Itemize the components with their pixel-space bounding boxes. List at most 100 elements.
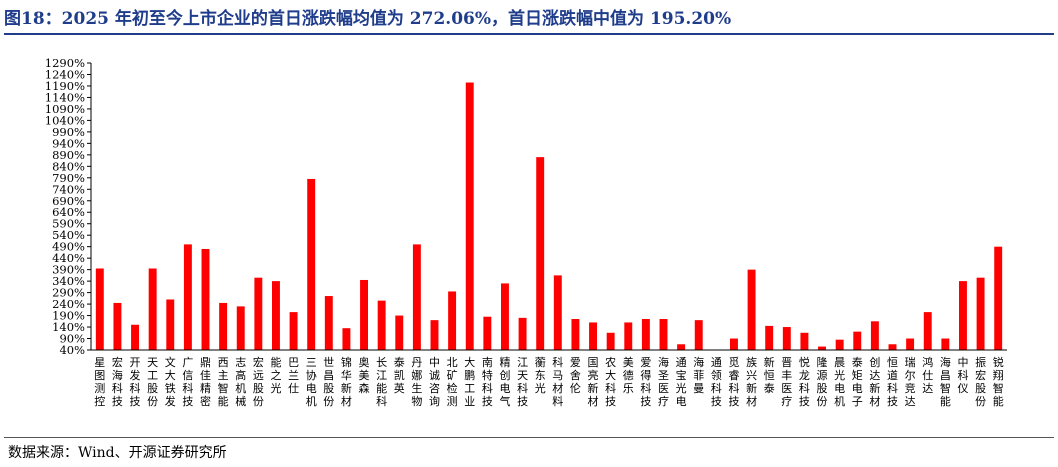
- bar: [694, 320, 703, 350]
- bar: [870, 321, 879, 350]
- x-tick-label: 觅睿科技: [728, 356, 739, 408]
- bar: [166, 299, 175, 350]
- x-tick-label: 海菲曼: [693, 355, 704, 395]
- bar: [589, 322, 598, 350]
- bar: [606, 332, 615, 350]
- bar: [113, 302, 122, 350]
- x-tick-label: 新恒泰: [764, 355, 775, 395]
- y-tick-label: 690%: [52, 194, 85, 208]
- bar: [765, 325, 774, 350]
- x-tick-label: 广信科技: [182, 356, 193, 408]
- y-tick-label: 340%: [52, 274, 85, 288]
- x-tick-label: 能之光: [270, 355, 281, 395]
- bar: [430, 320, 439, 350]
- x-tick-label: 锐翔智能: [993, 355, 1004, 408]
- x-tick-label: 鸿仕达: [922, 355, 933, 395]
- bar: [659, 319, 668, 350]
- bar: [377, 300, 386, 350]
- x-tick-label: 中科仪: [957, 356, 968, 395]
- bar: [677, 344, 686, 350]
- y-tick-label: 540%: [52, 228, 85, 242]
- bar: [553, 275, 562, 350]
- bar: [518, 317, 527, 350]
- x-tick-label: 奥美森: [359, 355, 370, 395]
- bar: [782, 327, 791, 350]
- bar: [201, 248, 210, 350]
- bar: [183, 244, 192, 350]
- x-tick-label: 江天科技: [517, 356, 528, 408]
- x-tick-label: 开发科技: [130, 356, 141, 408]
- y-tick-label: 190%: [52, 309, 85, 323]
- bar: [307, 178, 316, 350]
- y-tick-label: 990%: [52, 125, 85, 139]
- x-tick-label: 晋丰医疗: [781, 356, 792, 408]
- x-tick-label: 科马材料: [552, 355, 563, 408]
- x-axis: 星图测控宏海科技开发科技天工股份文大铁发广信科技鼎佳精密西主智能志高机械宏远股份…: [91, 349, 1007, 408]
- bar: [95, 268, 104, 350]
- x-tick-label: 文大铁发: [165, 355, 176, 408]
- source-divider: [4, 437, 1054, 438]
- bar: [483, 316, 492, 350]
- y-tick-label: 1040%: [45, 113, 85, 127]
- x-tick-label: 中诚咨询: [429, 356, 440, 408]
- y-tick-label: 90%: [59, 332, 85, 346]
- figure-title: 图18：2025 年初至今上市企业的首日涨跌幅均值为 272.06%，首日涨跌幅…: [4, 9, 732, 29]
- x-tick-label: 巴兰仕: [288, 356, 299, 395]
- x-tick-label: 大鹏工业: [464, 355, 475, 408]
- y-tick-label: 1140%: [45, 90, 85, 104]
- x-tick-label: 农大科技: [605, 355, 616, 408]
- bar: [395, 315, 404, 350]
- x-tick-label: 族兴新材: [746, 355, 757, 408]
- y-tick-label: 790%: [52, 171, 85, 185]
- x-tick-label: 南特科技: [482, 356, 493, 408]
- bar: [800, 332, 809, 350]
- x-tick-label: 蘅东光: [535, 356, 546, 395]
- bar: [448, 291, 457, 350]
- bar: [958, 281, 967, 350]
- y-tick-label: 940%: [52, 136, 85, 150]
- bar: [412, 244, 421, 350]
- y-tick-label: 590%: [52, 217, 85, 231]
- bar: [853, 331, 862, 350]
- bar: [923, 312, 932, 350]
- y-tick-label: 840%: [52, 159, 85, 173]
- x-tick-label: 丹娜生物: [411, 356, 422, 408]
- bar: [236, 306, 245, 350]
- bar: [465, 82, 474, 351]
- figure-source: 数据来源：Wind、开源证券研究所: [8, 445, 227, 461]
- x-tick-label: 泰凯英: [394, 355, 405, 395]
- bar: [342, 328, 351, 350]
- y-tick-label: 240%: [52, 297, 85, 311]
- x-tick-label: 长江能科: [376, 356, 387, 408]
- bar: [324, 296, 333, 350]
- x-tick-label: 三协电机: [306, 356, 317, 408]
- y-tick-label: 290%: [52, 286, 85, 300]
- bar: [641, 319, 650, 350]
- bar: [747, 269, 756, 350]
- bar: [148, 268, 157, 350]
- bar: [624, 322, 633, 350]
- x-tick-label: 精创电气: [499, 356, 510, 408]
- x-tick-label: 泰矩电子: [852, 355, 863, 408]
- y-tick-label: 490%: [52, 240, 85, 254]
- bar: [219, 302, 228, 350]
- y-tick-label: 1090%: [45, 102, 85, 116]
- bar: [994, 246, 1003, 350]
- x-tick-label: 世昌股份: [323, 356, 334, 408]
- x-tick-label: 宏海科技: [112, 355, 123, 408]
- y-tick-label: 640%: [52, 205, 85, 219]
- y-tick-label: 40%: [59, 343, 85, 357]
- x-tick-label: 振宏股份: [975, 355, 986, 408]
- bar: [906, 338, 915, 350]
- bar: [360, 279, 369, 350]
- x-tick-label: 宏远股份: [253, 355, 264, 408]
- x-tick-label: 瑞尔竞达: [905, 355, 916, 408]
- x-tick-label: 海圣医疗: [658, 355, 669, 408]
- x-tick-label: 隆源股份: [817, 355, 828, 408]
- x-tick-label: 美德乐: [623, 356, 634, 395]
- x-tick-label: 国亮新材: [588, 356, 599, 408]
- bar-series: [95, 82, 1003, 351]
- title-divider: [4, 33, 1054, 35]
- x-tick-label: 创达新材: [869, 356, 880, 408]
- x-tick-label: 天工股份: [147, 356, 158, 408]
